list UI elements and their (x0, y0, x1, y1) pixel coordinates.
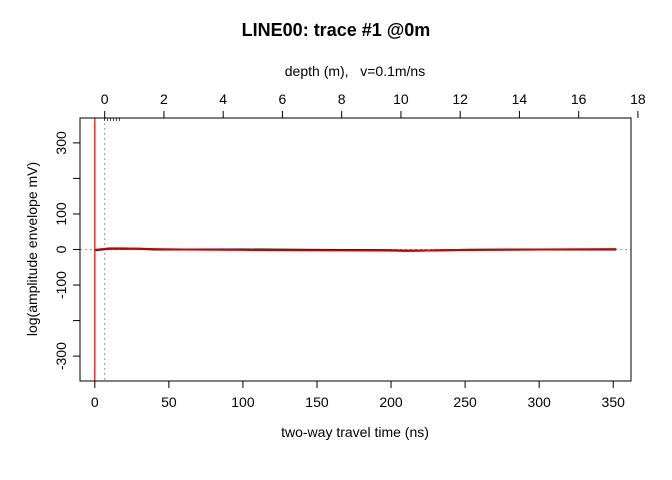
depth-tick-label-6: 6 (279, 91, 287, 107)
x-tick-label-200: 200 (379, 394, 403, 410)
depth-tick-label-2: 2 (160, 91, 168, 107)
x-tick-label-150: 150 (305, 394, 329, 410)
y-tick-label--300: -300 (53, 342, 69, 370)
depth-tick-label-18: 18 (630, 91, 646, 107)
y-axis: -300 -100 0 100 300 (53, 131, 80, 370)
depth-tick-label-10: 10 (393, 91, 409, 107)
depth-axis: 0 2 4 6 8 10 12 14 16 18 (101, 91, 646, 121)
y-tick-label-0: 0 (53, 245, 69, 253)
depth-tick-label-0: 0 (101, 91, 109, 107)
depth-tick-label-14: 14 (512, 91, 528, 107)
x-tick-label-50: 50 (161, 394, 177, 410)
x-tick-label-350: 350 (602, 394, 626, 410)
y-tick-label-300: 300 (53, 131, 69, 155)
depth-tick-label-12: 12 (452, 91, 468, 107)
chart-title: LINE00: trace #1 @0m (242, 20, 431, 40)
x-tick-label-250: 250 (453, 394, 477, 410)
x-tick-label-100: 100 (231, 394, 255, 410)
series-line-1 (94, 247, 617, 252)
y-tick-label--100: -100 (53, 271, 69, 299)
depth-tick-label-16: 16 (571, 91, 587, 107)
depth-tick-label-8: 8 (338, 91, 346, 107)
depth-tick-label-4: 4 (219, 91, 227, 107)
y-tick-label-100: 100 (53, 202, 69, 226)
depth-axis-label: depth (m), v=0.1m/ns (285, 63, 425, 79)
x-tick-label-0: 0 (91, 394, 99, 410)
x-axis-label: two-way travel time (ns) (281, 424, 429, 440)
y-axis-label: log(amplitude envelope mV) (24, 162, 40, 336)
series-layer (94, 247, 617, 252)
x-axis: 0 50 100 150 200 250 300 350 (91, 381, 625, 410)
x-tick-label-300: 300 (527, 394, 551, 410)
